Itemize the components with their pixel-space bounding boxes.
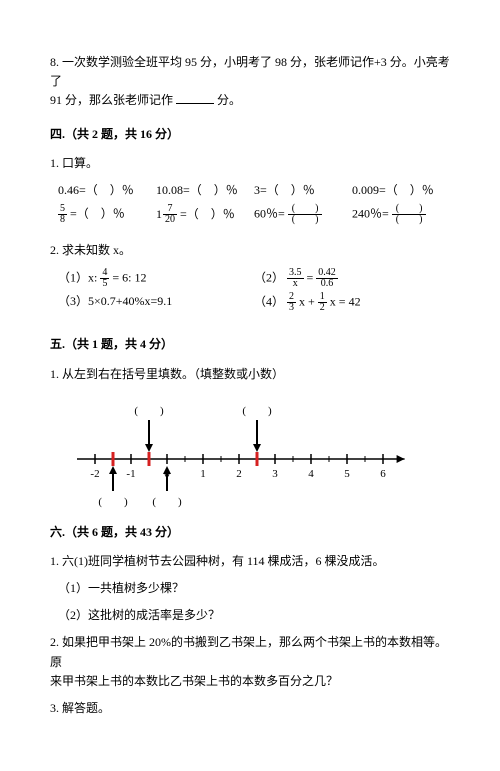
section-4-header: 四.（共 2 题，共 16 分）: [50, 125, 450, 144]
calc-block: 0.46=（ ）％ 10.08=（ ）％ 3=（ ）％ 0.009=（ ）％ 5…: [58, 181, 450, 225]
q8-text-b: 91 分，那么张老师记作: [50, 93, 173, 107]
q8-text-c: 分。: [217, 93, 241, 107]
section-6-header: 六.（共 6 题，共 43 分）: [50, 523, 450, 542]
svg-text:4: 4: [308, 468, 314, 480]
eq-4: （4） 23 x + 12 x = 42: [254, 292, 450, 313]
q8-blank: [176, 93, 214, 105]
mixed-1-7-20: 1 7 20: [156, 204, 177, 225]
svg-text:( ): ( ): [134, 405, 164, 417]
section-5-header: 五.（共 1 题，共 4 分）: [50, 335, 450, 354]
calc-r2c1: 5 8 =（ ）％: [58, 204, 156, 225]
s6-q3: 3. 解答题。: [50, 699, 450, 718]
equations-block: （1）x: 45 = 6: 12 （2） 3.5x = 0.420.6 （3）5…: [58, 268, 450, 313]
eq-2: （2） 3.5x = 0.420.6: [254, 268, 450, 289]
s4-q2-label: 2. 求未知数 x。: [50, 241, 450, 260]
s6-q2-l2: 来甲书架上书的本数比乙书架上书的本数多百分之几？: [50, 674, 338, 688]
svg-text:1: 1: [200, 468, 206, 480]
s4-q1-label: 1. 口算。: [50, 154, 450, 173]
svg-text:5: 5: [344, 468, 350, 480]
calc-r1c2: 10.08=（ ）％: [156, 181, 254, 200]
svg-text:( ): ( ): [98, 496, 128, 508]
svg-text:3: 3: [272, 468, 278, 480]
calc-r1c3: 3=（ ）％: [254, 181, 352, 200]
eq-3: （3）5×0.7+40%x=9.1: [58, 292, 254, 313]
calc-r1c1: 0.46=（ ）％: [58, 181, 156, 200]
calc-row-2: 5 8 =（ ）％ 1 7 20 =（ ）％ 60％= ( ) ( ) 2: [58, 204, 450, 225]
s6-q1-sub2: （2）这批树的成活率是多少？: [58, 606, 450, 625]
s6-q2-l1: 2. 如果把甲书架上 20%的书搬到乙书架上，那么两个书架上书的本数相等。原: [50, 635, 447, 668]
svg-text:-2: -2: [90, 468, 99, 480]
s6-q1-sub1: （1）一共植树多少棵？: [58, 579, 450, 598]
svg-text:6: 6: [380, 468, 386, 480]
svg-text:2: 2: [236, 468, 242, 480]
calc-r2c2: 1 7 20 =（ ）％: [156, 204, 254, 225]
svg-text:( ): ( ): [242, 405, 272, 417]
s6-q1-line: 1. 六(1)班同学植树节去公园种树，有 114 棵成活，6 棵没成活。: [50, 552, 450, 571]
calc-r1c4: 0.009=（ ）％: [352, 181, 450, 200]
s6-q2: 2. 如果把甲书架上 20%的书搬到乙书架上，那么两个书架上书的本数相等。原 来…: [50, 633, 450, 691]
s5-q1-label: 1. 从左到右在括号里填数。（填整数或小数）: [50, 365, 450, 384]
svg-text:( ): ( ): [152, 496, 182, 508]
q8-text-a: 8. 一次数学测验全班平均 95 分，小明考了 98 分，张老师记作+3 分。小…: [50, 55, 450, 88]
svg-text:-1: -1: [126, 468, 135, 480]
eq-1: （1）x: 45 = 6: 12: [58, 268, 254, 289]
paren-frac-1: ( ) ( ): [288, 204, 323, 225]
number-line-svg: -2-10123456( )( )( )( ): [70, 394, 430, 509]
frac-5-8: 5 8: [58, 204, 67, 225]
calc-row-1: 0.46=（ ）％ 10.08=（ ）％ 3=（ ）％ 0.009=（ ）％: [58, 181, 450, 200]
paren-frac-2: ( ) ( ): [392, 204, 427, 225]
calc-r2c3: 60％= ( ) ( ): [254, 204, 352, 225]
calc-r2c4: 240％= ( ) ( ): [352, 204, 450, 225]
question-8: 8. 一次数学测验全班平均 95 分，小明考了 98 分，张老师记作+3 分。小…: [50, 53, 450, 111]
